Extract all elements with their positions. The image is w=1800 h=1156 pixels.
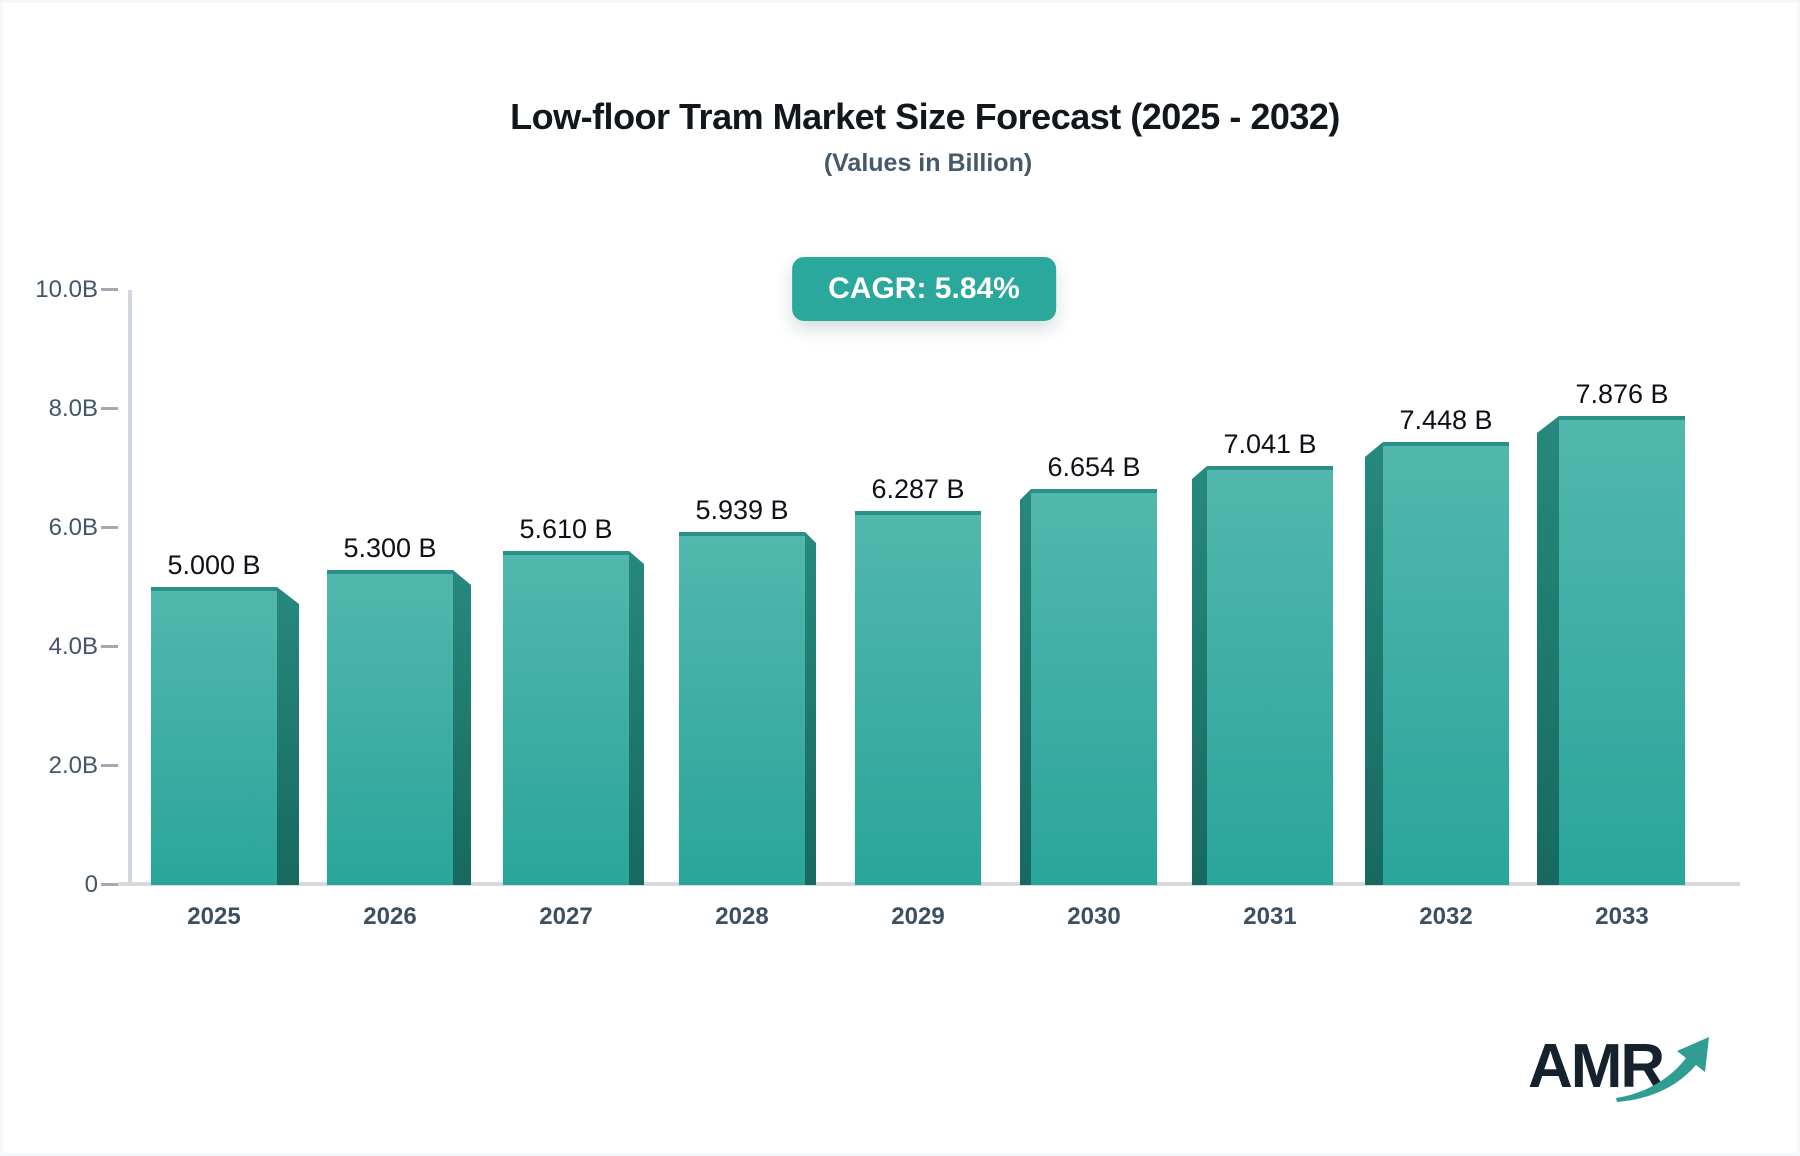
y-tick-mark [101,526,118,529]
x-axis-year-label: 2031 [1243,903,1297,930]
bar-value-label: 7.041 B [1223,429,1317,459]
bar [151,587,277,885]
x-axis-year-label: 2027 [539,903,593,930]
y-tick-mark [101,288,118,291]
y-tick-mark [101,883,118,886]
bar-value-label: 6.654 B [1047,452,1141,482]
bar-side-right [805,532,816,885]
bar-side-left [1537,416,1559,885]
y-tick-label: 2.0B [48,752,98,779]
x-axis-year-label: 2033 [1595,903,1649,930]
bar-side-right [453,570,471,885]
bar-value-label: 7.876 B [1575,379,1669,409]
amr-logo: AMR [1528,1032,1728,1112]
bar-side-left [1365,442,1383,885]
x-axis-year-label: 2032 [1419,903,1473,930]
y-tick-label: 0 [84,871,98,898]
bar [1559,416,1685,885]
bar [679,532,805,885]
y-tick-label: 6.0B [48,514,98,541]
y-tick-mark [101,645,118,648]
x-axis-year-label: 2025 [187,903,241,930]
x-axis-year-label: 2026 [363,903,417,930]
y-axis-line [128,290,132,885]
y-tick-label: 10.0B [35,276,98,303]
bar-value-label: 5.000 B [167,550,261,580]
bar-side-right [629,551,644,885]
chart-title: Low-floor Tram Market Size Forecast (202… [510,96,1340,137]
bar-value-label: 5.610 B [519,514,613,544]
bar [1031,489,1157,885]
amr-logo-text: AMR [1528,1032,1665,1101]
y-tick-label: 4.0B [48,633,98,660]
chart-subtitle: (Values in Billion) [823,149,1033,177]
x-axis-year-label: 2030 [1067,903,1121,930]
y-tick-label: 8.0B [48,395,98,422]
bar-value-label: 5.939 B [695,495,789,525]
x-axis-year-label: 2029 [891,903,945,930]
cagr-badge: CAGR: 5.84% [792,257,1056,321]
bar-side-right [277,587,299,885]
bar-value-label: 5.300 B [343,533,437,563]
bar-value-label: 6.287 B [871,474,965,504]
bar [503,551,629,885]
growth-arrow-icon [1616,1037,1709,1102]
bar-side-left [1020,489,1031,885]
y-tick-mark [101,764,118,767]
bar [1207,466,1333,885]
bar-value-label: 7.448 B [1399,405,1493,435]
x-axis-year-label: 2028 [715,903,769,930]
bar [855,511,981,885]
bar-side-left [1192,466,1207,885]
bar [1383,442,1509,885]
bar [327,570,453,885]
y-tick-mark [101,407,118,410]
